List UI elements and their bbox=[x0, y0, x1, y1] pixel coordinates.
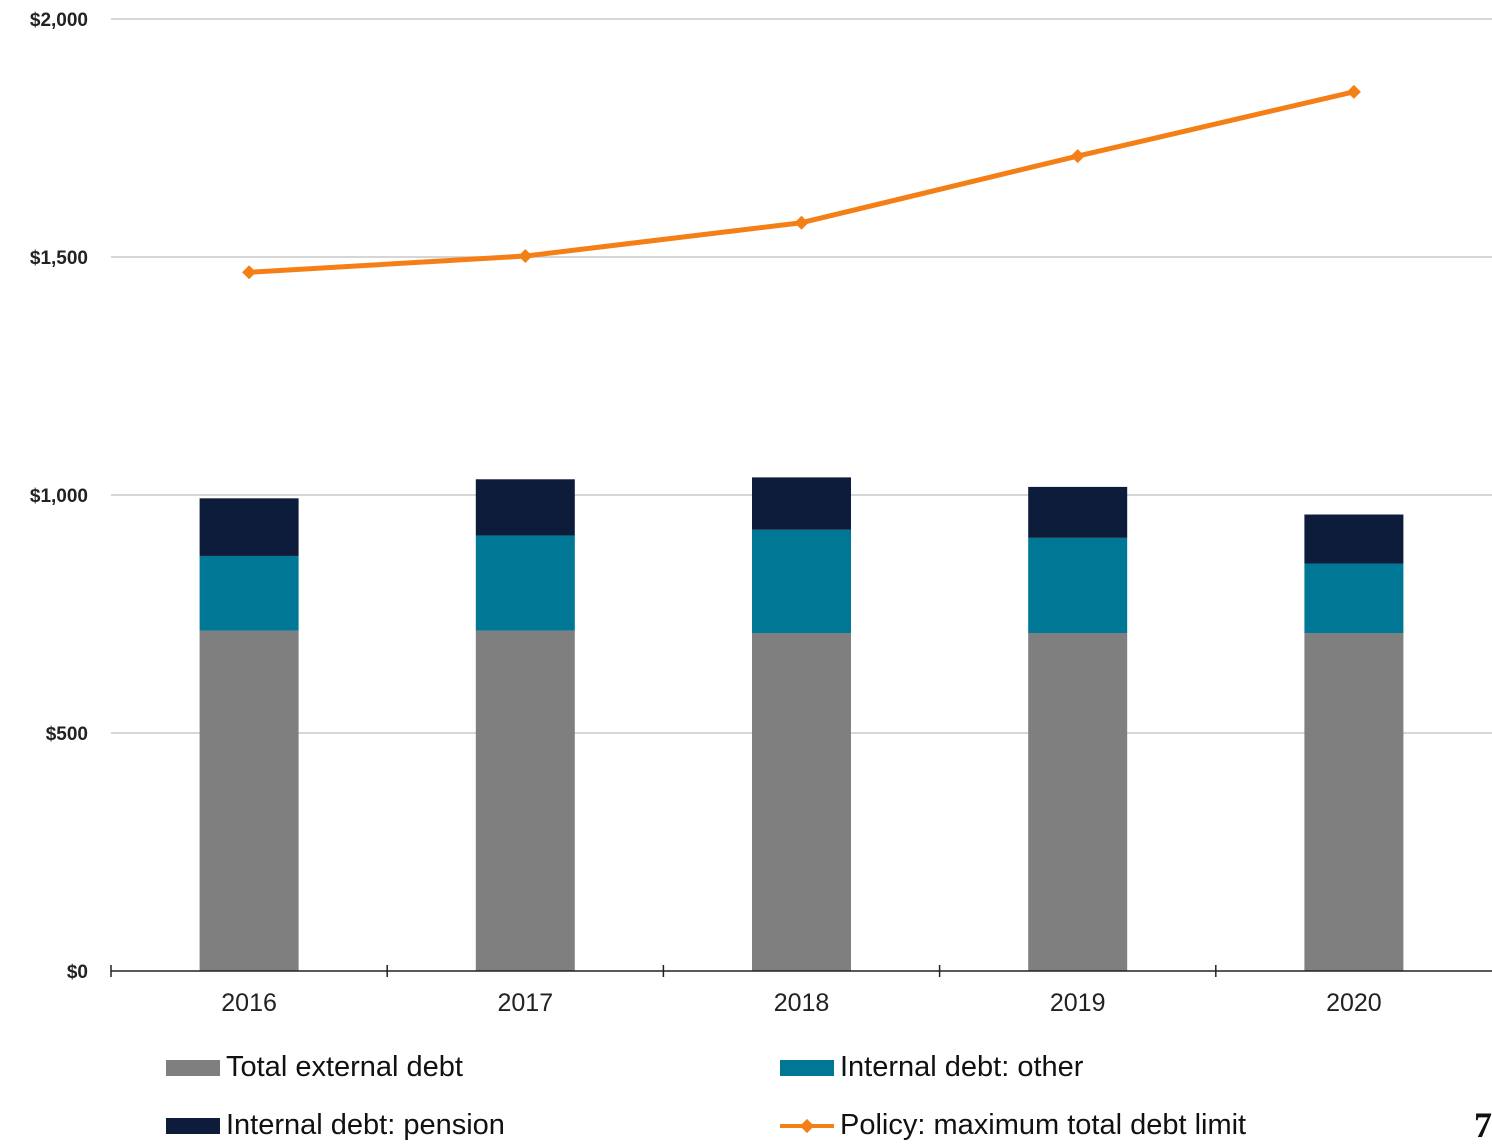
bar-segment bbox=[199, 630, 299, 971]
bar-segment bbox=[199, 555, 299, 631]
y-tick-label: $2,000 bbox=[30, 10, 88, 31]
y-tick-label: $500 bbox=[46, 724, 88, 745]
x-tick-label: 2017 bbox=[497, 989, 553, 1017]
legend-swatch-teal bbox=[780, 1059, 834, 1076]
bar-segment bbox=[475, 630, 575, 971]
bar-segment bbox=[1304, 514, 1404, 564]
legend-label: Internal debt: pension bbox=[226, 1109, 505, 1141]
x-axis-tick-labels: 2016 2017 2018 2019 2020 bbox=[221, 989, 1381, 1017]
axes bbox=[110, 965, 1492, 977]
legend-swatch-gray bbox=[166, 1059, 220, 1076]
page-number: 7 bbox=[1474, 1105, 1492, 1145]
policy-limit-line bbox=[248, 89, 1355, 275]
line-point-marker bbox=[518, 249, 533, 264]
line-point-marker bbox=[1346, 84, 1361, 99]
line-point-marker bbox=[1070, 149, 1085, 164]
legend-item-internal-debt-pension: Internal debt: pension bbox=[166, 1109, 505, 1142]
bar-segment bbox=[1028, 537, 1128, 634]
bar-segment bbox=[752, 529, 851, 634]
x-tick-label: 2016 bbox=[221, 989, 277, 1017]
x-tick-label: 2019 bbox=[1050, 989, 1106, 1017]
bar-segment bbox=[752, 477, 851, 530]
legend-label: Internal debt: other bbox=[840, 1051, 1084, 1083]
y-tick-label: $1,500 bbox=[30, 248, 88, 269]
legend-item-total-external-debt: Total external debt bbox=[166, 1051, 463, 1084]
y-axis-tick-labels: $0 $500 $1,000 $1,500 $2,000 bbox=[30, 10, 88, 983]
x-tick-label: 2018 bbox=[774, 989, 830, 1017]
legend-item-policy-limit: Policy: maximum total debt limit bbox=[780, 1109, 1246, 1142]
line-point-marker bbox=[794, 215, 809, 230]
legend-line-marker-icon bbox=[780, 1118, 834, 1134]
legend-item-internal-debt-other: Internal debt: other bbox=[780, 1051, 1083, 1084]
bar-segment bbox=[1028, 486, 1128, 538]
line-series bbox=[242, 84, 1361, 280]
bar-segment bbox=[475, 479, 575, 536]
y-tick-label: $0 bbox=[67, 962, 88, 983]
legend-label: Policy: maximum total debt limit bbox=[840, 1109, 1247, 1141]
legend-swatch-navy bbox=[166, 1117, 220, 1134]
bar-segment bbox=[1304, 633, 1404, 971]
debt-chart: $0$500$1,000$1,500$2,000 2016 2017 2018 201… bbox=[30, 10, 1492, 1017]
bar-segment bbox=[752, 633, 851, 971]
line-point-marker bbox=[242, 265, 257, 280]
bar-segment bbox=[199, 498, 299, 556]
bar-segment bbox=[475, 535, 575, 631]
bar-series bbox=[199, 477, 1404, 971]
y-tick-label: $1,000 bbox=[30, 486, 88, 507]
bar-segment bbox=[1028, 633, 1128, 971]
x-tick-label: 2020 bbox=[1326, 989, 1382, 1017]
bar-segment bbox=[1304, 563, 1404, 634]
legend-label: Total external debt bbox=[226, 1051, 463, 1083]
